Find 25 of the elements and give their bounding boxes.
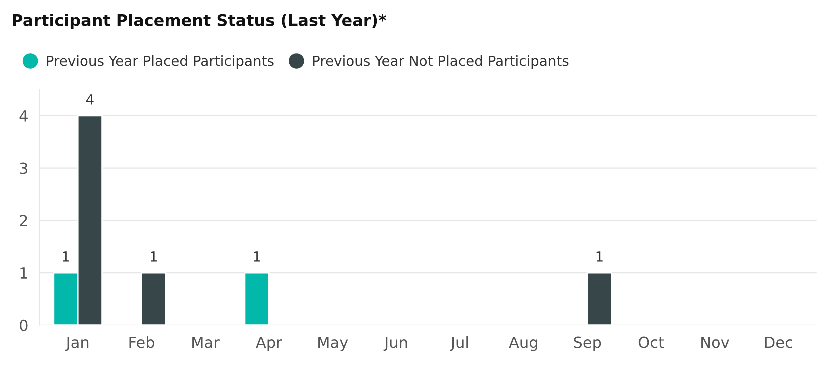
data-label: 1: [596, 252, 603, 262]
x-tick-label: Apr: [256, 336, 282, 352]
x-tick-label: Oct: [638, 336, 664, 348]
x-tick-label: Sep: [574, 336, 602, 352]
legend-label: Previous Year Not Placed Participants: [313, 56, 569, 69]
legend-label: Previous Year Placed Participants: [47, 56, 274, 69]
data-label: 1: [63, 252, 70, 262]
x-tick-label: Dec: [765, 336, 792, 348]
y-tick-label: 3: [20, 162, 28, 174]
y-tick-label: 2: [20, 215, 28, 226]
data-label: 4: [86, 94, 94, 105]
chart-title: Participant Placement Status (Last Year)*: [13, 14, 387, 30]
x-tick-label: Jul: [450, 336, 468, 352]
x-tick-label: Jun: [384, 336, 408, 352]
x-tick-label: Feb: [130, 336, 154, 348]
x-tick-label: May: [318, 336, 348, 352]
y-tick-label: 4: [20, 110, 28, 122]
data-label: 1: [254, 252, 260, 262]
x-tick-label: Mar: [192, 336, 220, 348]
y-tick-label: 1: [20, 268, 28, 279]
x-tick-label: Jan: [66, 336, 89, 352]
y-tick-label: 0: [20, 320, 28, 332]
data-label: 1: [150, 252, 158, 262]
x-tick-label: Aug: [509, 336, 538, 352]
x-tick-label: Nov: [702, 336, 730, 348]
